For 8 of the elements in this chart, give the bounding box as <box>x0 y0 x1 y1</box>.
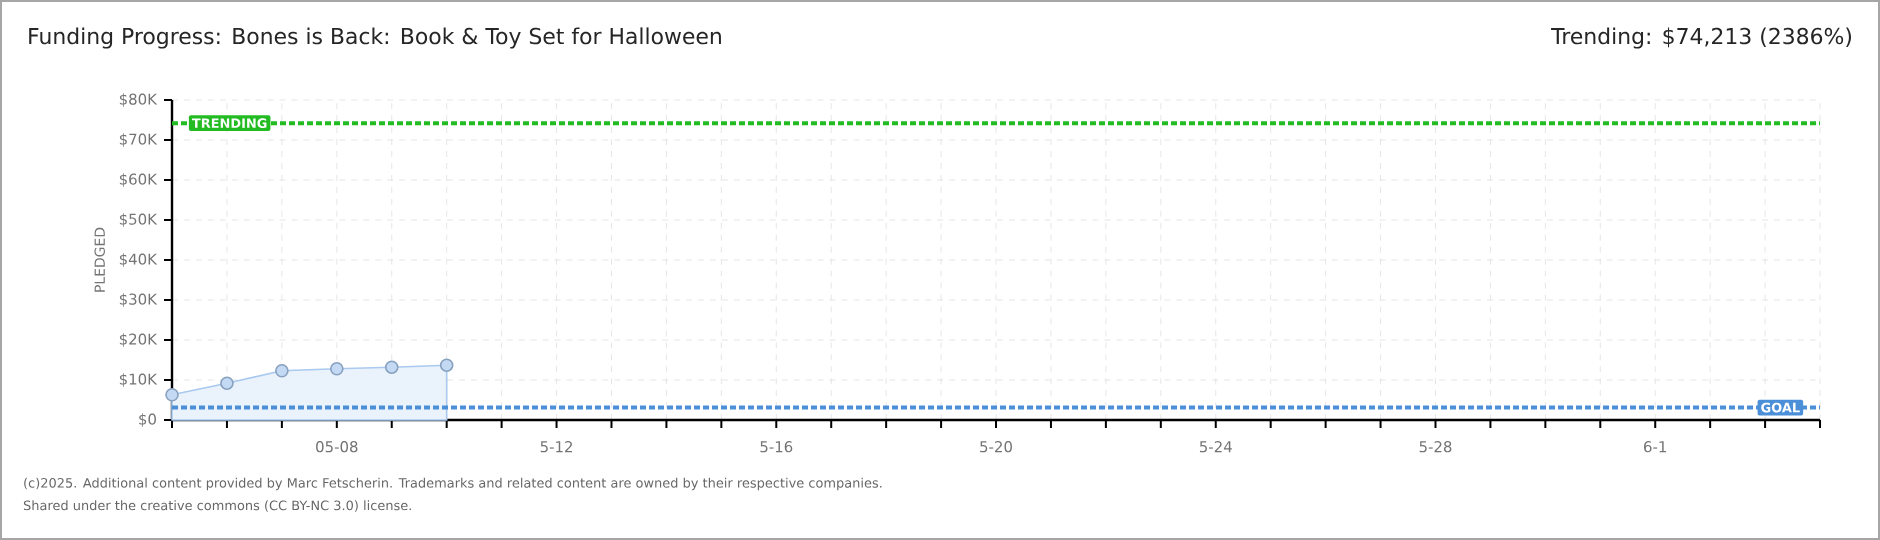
point <box>384 360 399 374</box>
chart-title: Funding Progress: Bones is Back: Book & Toy Set for Halloween <box>29 27 721 49</box>
point <box>275 364 289 378</box>
chart-subtitle: Trending: $74,213 (2386%) <box>1551 27 1852 49</box>
point <box>165 388 179 402</box>
point <box>220 376 234 390</box>
point <box>439 358 454 372</box>
point <box>330 362 344 376</box>
